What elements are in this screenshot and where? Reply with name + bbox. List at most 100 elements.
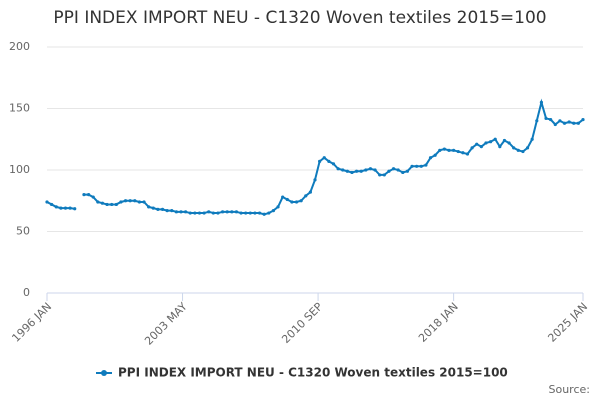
data-point	[184, 210, 188, 214]
data-point	[207, 210, 211, 214]
data-point	[147, 205, 151, 209]
data-point	[197, 211, 202, 215]
data-point	[549, 117, 553, 122]
data-point	[516, 148, 520, 152]
data-point	[119, 200, 123, 204]
data-point	[299, 199, 303, 203]
data-point	[322, 156, 326, 160]
data-point	[156, 207, 160, 211]
data-point	[405, 169, 410, 173]
data-point	[170, 208, 174, 213]
data-point	[188, 211, 192, 215]
data-point	[530, 137, 534, 141]
data-point	[308, 190, 312, 194]
data-point	[290, 200, 294, 204]
data-point	[225, 210, 229, 214]
data-point	[257, 211, 262, 215]
data-point	[387, 169, 391, 173]
data-point	[419, 164, 423, 168]
data-point	[267, 211, 271, 215]
y-tick-label: 100	[9, 163, 30, 176]
data-point	[378, 173, 382, 177]
data-point	[105, 202, 109, 207]
data-point	[544, 116, 548, 120]
data-point	[211, 211, 215, 215]
data-point	[576, 121, 580, 125]
data-point	[239, 211, 243, 215]
x-tick-label: 2018 JAN	[416, 300, 461, 345]
data-point	[313, 178, 317, 182]
data-point	[479, 145, 483, 149]
data-point	[123, 199, 128, 203]
data-point	[373, 168, 377, 172]
data-point	[567, 120, 571, 124]
data-point	[234, 210, 239, 214]
data-point	[415, 164, 419, 168]
data-point	[354, 169, 359, 173]
data-point	[318, 159, 322, 163]
y-tick-label: 0	[23, 286, 30, 299]
data-point	[470, 146, 474, 150]
data-point	[498, 145, 502, 149]
data-point	[174, 210, 178, 214]
data-point	[248, 211, 252, 215]
data-point	[525, 146, 530, 150]
data-point	[428, 156, 433, 160]
data-point	[410, 164, 414, 168]
data-point	[96, 200, 100, 204]
data-point	[452, 148, 456, 152]
source: Source:	[549, 383, 591, 396]
chart-title: PPI INDEX IMPORT NEU - C1320 Woven texti…	[53, 8, 546, 28]
data-point	[438, 148, 442, 152]
data-point	[562, 121, 567, 125]
data-point	[91, 195, 95, 199]
data-point	[50, 202, 54, 207]
data-point	[114, 202, 118, 207]
data-point	[59, 206, 63, 210]
y-tick-label: 200	[9, 40, 30, 53]
data-point	[100, 201, 105, 205]
data-point	[63, 206, 68, 210]
data-point	[401, 170, 405, 175]
data-point	[424, 163, 428, 167]
data-point	[285, 197, 289, 202]
data-point	[341, 168, 345, 172]
y-tick-label: 150	[9, 102, 30, 115]
data-point	[502, 138, 507, 143]
data-point	[327, 159, 331, 163]
data-point	[179, 210, 183, 214]
data-point	[230, 210, 234, 214]
data-point	[271, 208, 276, 213]
data-point	[350, 170, 354, 175]
data-point	[160, 207, 165, 211]
data-point	[151, 206, 155, 210]
data-point	[368, 167, 373, 171]
data-point	[382, 173, 386, 177]
data-point	[128, 199, 132, 203]
data-point	[73, 207, 77, 211]
data-point	[433, 153, 437, 157]
data-point	[110, 202, 114, 207]
data-point	[202, 211, 206, 215]
legend-marker	[101, 370, 107, 376]
data-point	[553, 122, 557, 127]
data-point	[456, 149, 460, 154]
data-point	[294, 200, 299, 204]
data-point	[484, 141, 488, 145]
legend-label: PPI INDEX IMPORT NEU - C1320 Woven texti…	[118, 366, 508, 380]
series-line	[46, 98, 584, 216]
data-point	[54, 205, 58, 209]
data-point	[539, 100, 544, 104]
data-point	[142, 200, 146, 204]
x-tick-label: 2003 MAY	[142, 300, 190, 348]
data-point	[281, 195, 285, 199]
data-point	[512, 146, 516, 150]
data-point	[331, 162, 336, 166]
data-point	[165, 208, 169, 213]
data-point	[193, 211, 197, 215]
data-point	[133, 199, 137, 203]
data-point	[391, 167, 396, 171]
data-point	[137, 200, 142, 204]
data-point	[507, 141, 511, 145]
